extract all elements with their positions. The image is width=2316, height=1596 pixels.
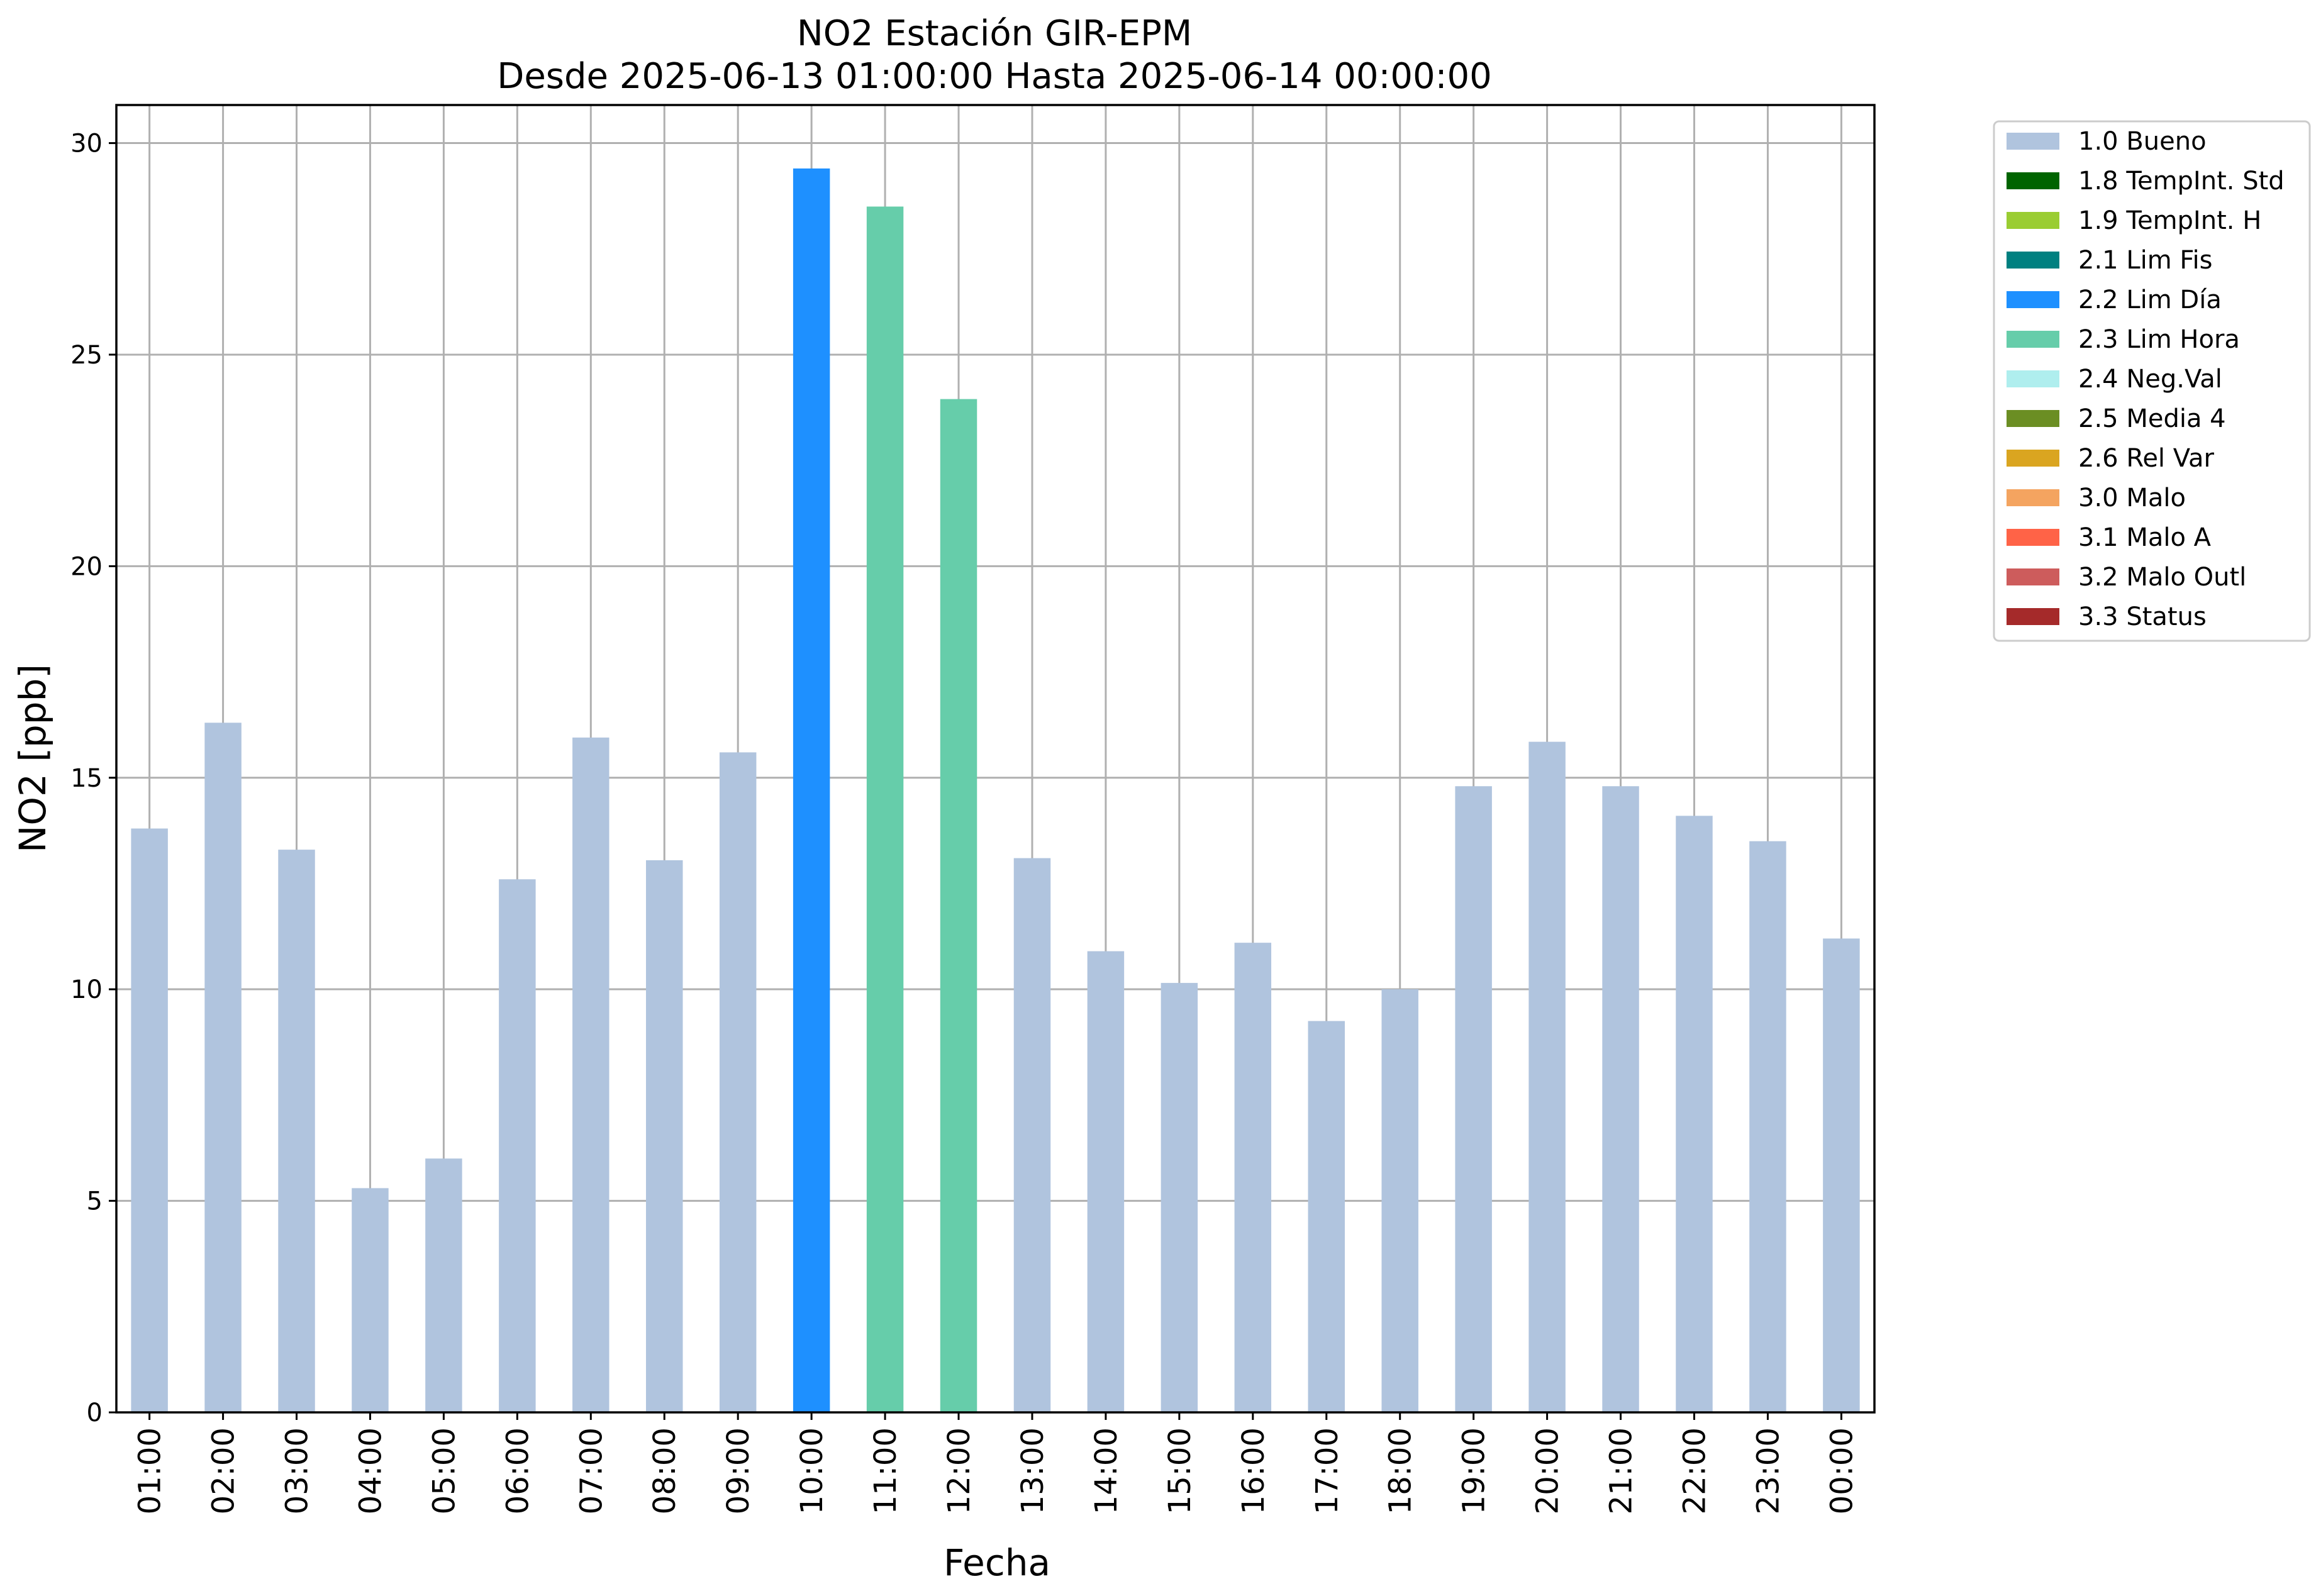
legend-swatch (2007, 291, 2059, 308)
x-tick-label: 16:00 (1236, 1427, 1271, 1514)
bar-1300 (1013, 858, 1051, 1412)
x-tick-label: 10:00 (794, 1427, 830, 1514)
y-tick-label: 30 (70, 130, 103, 158)
legend-swatch (2007, 410, 2059, 427)
legend: 1.0 Bueno 1.8 TempInt. Std 1.9 TempInt. H 2… (1993, 120, 2311, 642)
bar-2300 (1749, 841, 1786, 1412)
bar-0900 (719, 752, 757, 1412)
legend-label: 1.9 TempInt. H (2078, 206, 2261, 235)
bar-1000 (793, 168, 830, 1412)
bar-1500 (1161, 983, 1198, 1412)
bar-2000 (1528, 741, 1566, 1412)
x-tick-label: 20:00 (1530, 1427, 1566, 1514)
legend-swatch (2007, 331, 2059, 348)
bar-0100 (131, 828, 168, 1412)
legend-label: 1.0 Bueno (2078, 127, 2207, 156)
chart-subtitle: Desde 2025-06-13 01:00:00 Hasta 2025-06-… (497, 56, 1492, 97)
x-axis-ticks: 01:00 02:00 03:00 04:00 05:00 06:00 07:00 08:00… (133, 1412, 1859, 1514)
bar-0800 (646, 860, 683, 1412)
x-tick-label: 00:00 (1824, 1427, 1859, 1514)
bar-1700 (1308, 1021, 1345, 1412)
x-tick-label: 19:00 (1457, 1427, 1492, 1514)
bar-0600 (499, 879, 536, 1412)
legend-label: 2.2 Lim Día (2078, 285, 2222, 314)
legend-swatch (2007, 212, 2059, 229)
bar-0500 (425, 1158, 462, 1412)
bar-0700 (572, 737, 610, 1412)
legend-swatch (2007, 568, 2059, 585)
legend-label: 3.1 Malo A (2078, 523, 2212, 552)
legend-label: 3.0 Malo (2078, 484, 2186, 513)
legend-label: 2.4 Neg.Val (2078, 365, 2222, 394)
legend-swatch (2007, 450, 2059, 467)
x-tick-label: 15:00 (1162, 1427, 1198, 1514)
bar-0400 (352, 1188, 389, 1412)
y-tick-label: 25 (70, 341, 103, 370)
plot-frame (115, 104, 1876, 1414)
legend-swatch (2007, 133, 2059, 150)
x-tick-label: 11:00 (868, 1427, 903, 1514)
y-axis-label: NO2 [ppb] (11, 664, 54, 853)
y-tick-label: 20 (70, 552, 103, 581)
x-tick-label: 23:00 (1751, 1427, 1786, 1514)
legend-label: 3.3 Status (2078, 602, 2207, 631)
legend-swatch (2007, 529, 2059, 546)
x-tick-label: 09:00 (721, 1427, 756, 1514)
x-tick-label: 02:00 (206, 1427, 242, 1514)
x-tick-label: 22:00 (1677, 1427, 1712, 1514)
x-tick-label: 21:00 (1604, 1427, 1639, 1514)
y-tick-label: 10 (70, 975, 103, 1004)
bars (131, 168, 1860, 1413)
x-tick-label: 06:00 (500, 1427, 535, 1514)
legend-label: 2.3 Lim Hora (2078, 325, 2240, 354)
bar-1400 (1087, 951, 1125, 1412)
y-tick-label: 5 (87, 1187, 103, 1216)
bar-1200 (940, 399, 977, 1412)
chart-title: NO2 Estación GIR-EPM (797, 13, 1192, 54)
legend-swatch (2007, 608, 2059, 625)
bar-0300 (278, 850, 315, 1412)
x-tick-label: 18:00 (1383, 1427, 1418, 1514)
legend-swatch (2007, 172, 2059, 189)
y-tick-label: 15 (70, 764, 103, 793)
legend-label: 2.6 Rel Var (2078, 444, 2215, 473)
legend-swatch (2007, 489, 2059, 506)
bar-0000 (1823, 938, 1860, 1412)
x-tick-label: 04:00 (353, 1427, 388, 1514)
legend-label: 2.1 Lim Fis (2078, 246, 2212, 275)
x-tick-label: 05:00 (426, 1427, 462, 1514)
legend-swatch (2007, 370, 2059, 387)
legend-swatch (2007, 252, 2059, 269)
bar-1900 (1455, 786, 1492, 1412)
bar-1800 (1381, 989, 1418, 1412)
x-tick-label: 03:00 (280, 1427, 315, 1514)
legend-label: 2.5 Media 4 (2078, 404, 2226, 433)
x-tick-label: 12:00 (942, 1427, 977, 1514)
y-tick-label: 0 (87, 1399, 103, 1427)
bar-2100 (1602, 786, 1639, 1412)
bar-1600 (1234, 943, 1272, 1412)
bar-1100 (866, 206, 904, 1413)
legend-label: 1.8 TempInt. Std (2078, 167, 2285, 196)
x-tick-label: 17:00 (1310, 1427, 1345, 1514)
bar-2200 (1676, 816, 1713, 1412)
y-axis-ticks: 0 5 10 15 20 25 30 (70, 130, 116, 1427)
x-tick-label: 14:00 (1089, 1427, 1124, 1514)
x-tick-label: 01:00 (133, 1427, 168, 1514)
x-axis-label: Fecha (944, 1541, 1050, 1584)
legend-label: 3.2 Malo Outl (2078, 563, 2246, 592)
x-tick-label: 08:00 (647, 1427, 682, 1514)
x-tick-label: 07:00 (574, 1427, 609, 1514)
x-tick-label: 13:00 (1015, 1427, 1050, 1514)
legend-frame (1993, 120, 2311, 642)
bar-0200 (204, 723, 242, 1412)
